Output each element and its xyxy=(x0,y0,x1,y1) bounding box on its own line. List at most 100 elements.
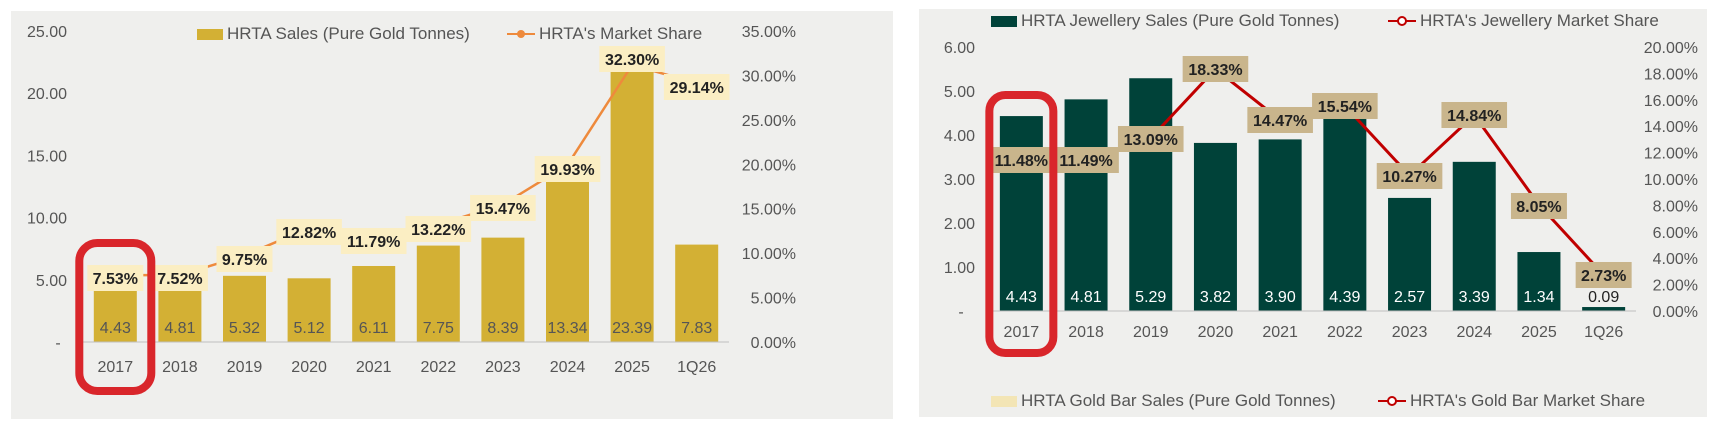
bar-value-label: 4.39 xyxy=(1329,289,1360,306)
y-right-tick-label: 8.00% xyxy=(1653,198,1698,215)
bar-2024 xyxy=(1452,161,1496,311)
market-share-label-bg xyxy=(470,195,536,221)
y-left-tick-label: 15.00 xyxy=(27,148,67,165)
legend-swatch-line-icon xyxy=(1388,14,1416,28)
bar-value-label: 7.75 xyxy=(423,320,454,337)
y-left-tick-label: 2.00 xyxy=(944,216,975,233)
market-share-label: 32.30% xyxy=(605,52,659,69)
y-right-tick-label: 25.00% xyxy=(742,113,796,130)
y-left-tick-label: 5.00 xyxy=(36,273,67,290)
legend-sales-bar: HRTA Sales (Pure Gold Tonnes) xyxy=(197,24,470,44)
market-share-label: 15.47% xyxy=(476,201,530,218)
x-tick-label: 2018 xyxy=(1068,324,1104,341)
y-left-tick-label: 6.00 xyxy=(944,40,975,57)
legend-swatch-bar-icon xyxy=(197,28,223,40)
bar-2021 xyxy=(1258,139,1302,311)
legend-label: HRTA's Gold Bar Market Share xyxy=(1410,391,1646,410)
market-share-label-bg xyxy=(534,156,601,182)
bar-1Q26 xyxy=(675,244,719,342)
legend-goldbar-bar: HRTA Gold Bar Sales (Pure Gold Tonnes) xyxy=(991,391,1336,411)
y-right-tick-label: 2.00% xyxy=(1653,278,1698,295)
market-share-label: 11.48% xyxy=(995,153,1048,170)
legend-label: HRTA Gold Bar Sales (Pure Gold Tonnes) xyxy=(1021,391,1336,410)
bar-2023 xyxy=(481,237,525,342)
bar-2024 xyxy=(546,176,589,342)
y-right-tick-label: 10.00% xyxy=(1644,172,1698,189)
x-tick-label: 2017 xyxy=(1004,324,1040,341)
market-share-label: 11.79% xyxy=(347,234,400,251)
market-share-label: 11.49% xyxy=(1059,153,1112,170)
bar-2025 xyxy=(1517,252,1561,311)
bar-value-label: 3.82 xyxy=(1200,289,1231,306)
market-share-label-bg xyxy=(1312,93,1378,119)
legend-goldbar-line: HRTA's Gold Bar Market Share xyxy=(1378,391,1645,411)
bar-2022 xyxy=(416,245,460,342)
legend-label: HRTA Jewellery Sales (Pure Gold Tonnes) xyxy=(1021,11,1340,30)
bar-value-label: 5.29 xyxy=(1135,289,1166,306)
market-share-label-bg xyxy=(216,246,273,272)
y-right-tick-label: 6.00% xyxy=(1653,225,1698,242)
x-tick-label: 1Q26 xyxy=(677,359,716,376)
market-share-label: 13.22% xyxy=(411,222,465,239)
legend-label: HRTA's Market Share xyxy=(539,24,703,43)
bar-2022 xyxy=(1323,117,1367,311)
market-share-label-bg xyxy=(151,265,208,291)
market-share-label: 9.75% xyxy=(222,252,267,269)
x-tick-label: 2021 xyxy=(1262,324,1298,341)
y-left-tick-label: 5.00 xyxy=(944,84,975,101)
y-right-tick-label: 5.00% xyxy=(751,291,796,308)
market-share-label-bg xyxy=(1575,262,1632,288)
bar-2019 xyxy=(223,275,266,342)
bar-value-label: 13.34 xyxy=(547,320,587,337)
x-tick-label: 2024 xyxy=(550,359,586,376)
market-share-label: 19.93% xyxy=(540,162,594,179)
y-right-tick-label: 14.00% xyxy=(1644,119,1698,136)
market-share-label-bg xyxy=(663,74,730,100)
market-share-label-bg xyxy=(599,46,665,72)
bar-2020 xyxy=(1193,142,1237,311)
market-share-label: 14.47% xyxy=(1253,113,1307,130)
market-share-label-bg xyxy=(1441,102,1508,128)
y-left-tick-label: 1.00 xyxy=(944,260,975,277)
x-tick-label: 2023 xyxy=(485,359,521,376)
y-right-tick-label: 10.00% xyxy=(742,246,796,263)
bar-2021 xyxy=(352,265,396,342)
y-left-tick-label: 10.00 xyxy=(27,211,67,228)
x-tick-label: 2017 xyxy=(98,359,134,376)
x-tick-label: 2019 xyxy=(227,359,263,376)
x-tick-label: 2025 xyxy=(614,359,650,376)
bar-2018 xyxy=(1064,99,1108,311)
bar-value-label: 8.39 xyxy=(487,320,518,337)
bar-value-label: 1.34 xyxy=(1523,289,1554,306)
market-share-label: 29.14% xyxy=(670,80,724,97)
x-tick-label: 2022 xyxy=(1327,324,1363,341)
jewellery-chart: - 1.00 2.00 3.00 4.00 5.00 6.00 0.00% 2.00% 4.00%… xyxy=(944,40,1698,357)
y-right-tick-label: 20.00% xyxy=(742,157,796,174)
bar-value-label: 4.43 xyxy=(100,320,131,337)
y-left-tick-label: 25.00 xyxy=(27,24,67,41)
bar-2020 xyxy=(287,278,331,342)
market-share-label-bg xyxy=(988,147,1055,173)
y-left-tick-label: - xyxy=(958,304,963,321)
x-tick-label: 2021 xyxy=(356,359,392,376)
y-right-tick-label: 35.00% xyxy=(742,24,796,41)
market-share-label: 13.09% xyxy=(1124,132,1178,149)
bar-value-label: 5.32 xyxy=(229,320,260,337)
y-left-tick-label: - xyxy=(55,335,60,352)
highlight-box xyxy=(75,239,156,395)
market-share-label: 10.27% xyxy=(1382,169,1436,186)
sales-chart: - 5.00 10.00 15.00 20.00 25.00 0.00% 5.00% 10.00… xyxy=(27,24,796,395)
bar-2018 xyxy=(158,282,202,342)
x-tick-label: 2020 xyxy=(1198,324,1234,341)
bar-value-label: 3.39 xyxy=(1459,289,1490,306)
x-tick-label: 2020 xyxy=(291,359,327,376)
market-share-label-bg xyxy=(340,228,407,254)
highlight-box xyxy=(985,91,1058,357)
y-right-tick-label: 18.00% xyxy=(1644,66,1698,83)
legend-swatch-line-icon xyxy=(507,27,535,41)
x-tick-label: 2025 xyxy=(1521,324,1557,341)
market-share-label-bg xyxy=(1117,126,1184,152)
market-share-label: 18.33% xyxy=(1188,62,1242,79)
legend-swatch-bar-icon xyxy=(991,395,1017,407)
legend-jewellery-line: HRTA's Jewellery Market Share xyxy=(1388,11,1659,31)
